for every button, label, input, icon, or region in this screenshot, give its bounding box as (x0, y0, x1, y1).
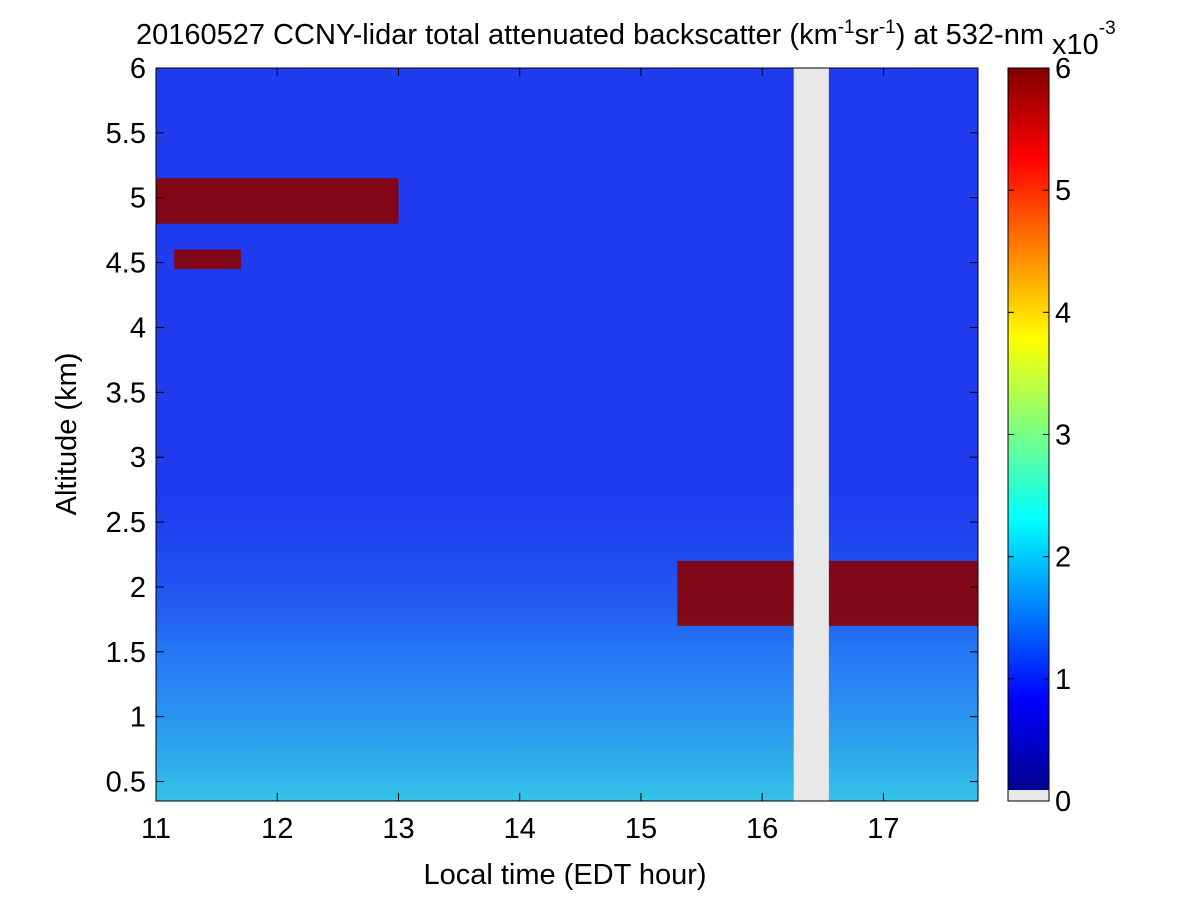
y-tick-label: 0.5 (106, 767, 146, 799)
boundary-layer-gradient (156, 470, 978, 801)
y-tick-label: 6 (130, 53, 146, 85)
x-tick-label: 12 (261, 813, 293, 845)
y-tick-label: 3 (130, 442, 146, 474)
y-axis: 0.5 1 1.5 2 2.5 3 3.5 4 4.5 5 5.5 6 (106, 53, 978, 799)
colorbar-multiplier: x10-3 (1052, 18, 1116, 61)
plot-frame (155, 67, 979, 802)
title-suffix: ) at 532-nm (896, 19, 1044, 51)
feature-layer-band (174, 249, 241, 270)
x-axis: 11 12 13 14 15 16 17 (141, 68, 900, 845)
colorbar: 0 1 2 3 4 5 6 x10-3 (1007, 18, 1116, 818)
colorbar-tick-label: 4 (1055, 297, 1071, 329)
title-superscript-1: -1 (838, 17, 855, 38)
x-tick-label: 13 (382, 813, 414, 845)
y-tick-label: 2.5 (106, 507, 146, 539)
x-tick-label: 15 (625, 813, 657, 845)
colorbar-multiplier-base: x10 (1052, 29, 1099, 61)
colorbar-ticks: 0 1 2 3 4 5 6 (1008, 53, 1071, 818)
title: 20160527 CCNY-lidar total attenuated bac… (136, 17, 1044, 51)
y-tick-label: 1 (130, 702, 146, 734)
svg-text:20160527 CCNY-lidar total atte: 20160527 CCNY-lidar total attenuated bac… (136, 17, 1044, 51)
y-tick-label: 1.5 (106, 637, 146, 669)
x-tick-label: 11 (141, 813, 171, 845)
y-tick-label: 5.5 (106, 118, 146, 150)
x-axis-label: Local time (EDT hour) (423, 859, 706, 891)
y-tick-label: 2 (130, 572, 146, 604)
y-tick-label: 4 (130, 312, 146, 344)
y-tick-label: 5 (130, 183, 146, 215)
x-tick-label: 16 (746, 813, 778, 845)
heatmap-image (156, 68, 978, 801)
title-prefix: 20160527 CCNY-lidar total attenuated bac… (136, 19, 838, 51)
x-tick-label: 17 (867, 813, 899, 845)
y-tick-label: 3.5 (106, 377, 146, 409)
colorbar-tick-label: 2 (1055, 542, 1071, 574)
colorbar-tick-label: 1 (1055, 664, 1071, 696)
title-superscript-2: -1 (879, 17, 896, 38)
colorbar-multiplier-exponent: -3 (1099, 18, 1116, 39)
colorbar-invalid-swatch (1008, 790, 1049, 801)
title-mid: sr (855, 19, 880, 51)
y-axis-label: Altitude (km) (51, 353, 83, 516)
colorbar-gradient (1008, 68, 1049, 790)
colorbar-tick-label: 5 (1055, 175, 1071, 207)
x-tick-label: 14 (504, 813, 536, 845)
feature-layer-band (156, 178, 399, 224)
y-tick-label: 4.5 (106, 248, 146, 280)
colorbar-tick-label: 0 (1055, 786, 1071, 818)
colorbar-tick-label: 6 (1055, 53, 1071, 85)
no-data-band (793, 68, 829, 801)
colorbar-tick-label: 3 (1055, 420, 1071, 452)
